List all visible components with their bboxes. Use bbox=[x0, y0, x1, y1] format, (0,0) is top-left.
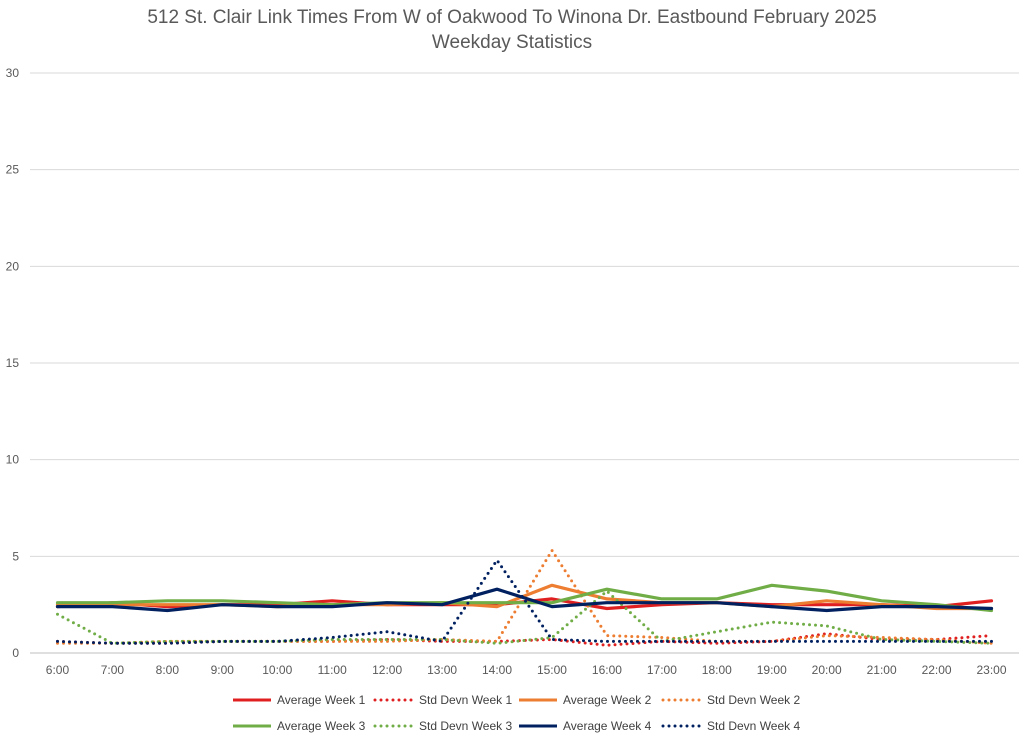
y-tick-label: 0 bbox=[12, 646, 19, 660]
y-tick-label: 30 bbox=[6, 66, 20, 80]
y-tick-label: 25 bbox=[6, 163, 20, 177]
legend-label: Average Week 2 bbox=[563, 693, 652, 707]
x-tick-label: 14:00 bbox=[482, 663, 512, 677]
x-tick-label: 10:00 bbox=[262, 663, 292, 677]
x-tick-label: 7:00 bbox=[101, 663, 125, 677]
x-tick-label: 13:00 bbox=[427, 663, 457, 677]
x-tick-label: 18:00 bbox=[702, 663, 732, 677]
legend-label: Std Devn Week 4 bbox=[707, 719, 800, 733]
x-tick-label: 12:00 bbox=[372, 663, 402, 677]
x-tick-label: 8:00 bbox=[156, 663, 180, 677]
x-tick-label: 22:00 bbox=[922, 663, 952, 677]
legend-label: Std Devn Week 2 bbox=[707, 693, 800, 707]
series-line-average-week-4 bbox=[55, 587, 994, 613]
x-tick-label: 17:00 bbox=[647, 663, 677, 677]
legend-label: Average Week 3 bbox=[277, 719, 366, 733]
y-tick-label: 10 bbox=[6, 453, 20, 467]
x-tick-label: 11:00 bbox=[318, 663, 347, 677]
legend-label: Average Week 4 bbox=[563, 719, 652, 733]
x-tick-label: 19:00 bbox=[757, 663, 787, 677]
x-tick-label: 23:00 bbox=[977, 663, 1007, 677]
chart-title: 512 St. Clair Link Times From W of Oakwo… bbox=[147, 7, 877, 28]
legend-label: Std Devn Week 1 bbox=[419, 693, 512, 707]
series-line-average-week-3 bbox=[55, 583, 994, 613]
y-tick-label: 5 bbox=[12, 549, 19, 563]
series-line-std-devn-week-4 bbox=[56, 558, 993, 645]
y-tick-label: 20 bbox=[6, 259, 20, 273]
x-tick-label: 21:00 bbox=[867, 663, 897, 677]
x-tick-label: 15:00 bbox=[537, 663, 567, 677]
legend-label: Std Devn Week 3 bbox=[419, 719, 512, 733]
chart-subtitle: Weekday Statistics bbox=[431, 32, 593, 53]
y-tick-label: 15 bbox=[6, 356, 20, 370]
legend-label: Average Week 1 bbox=[277, 693, 366, 707]
x-tick-label: 6:00 bbox=[46, 663, 70, 677]
x-tick-label: 16:00 bbox=[592, 663, 622, 677]
x-tick-label: 20:00 bbox=[812, 663, 842, 677]
x-tick-label: 9:00 bbox=[211, 663, 235, 677]
